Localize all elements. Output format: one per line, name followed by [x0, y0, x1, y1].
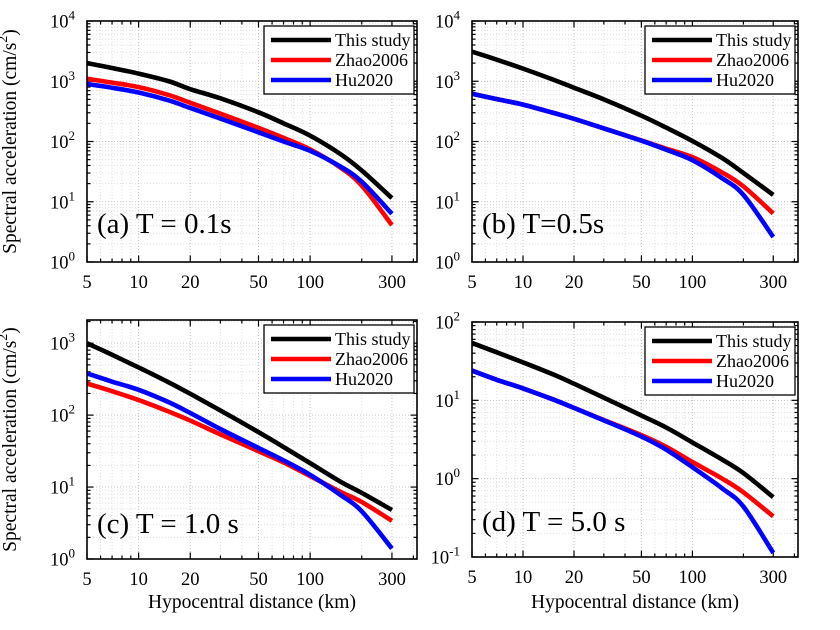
- panel-c: 5 10 20 50 100 300 103 102 101 100 (c) T = 1.0 s Hy…: [0, 319, 418, 613]
- y-tick-label: 103: [50, 330, 75, 355]
- curves-d: [471, 340, 776, 555]
- legend-label: This study: [716, 331, 792, 351]
- legend-label: Hu2020: [716, 371, 774, 391]
- legend-label: This study: [716, 30, 792, 50]
- y-tick-label: 102: [435, 128, 460, 153]
- x-tick-label: 300: [759, 273, 787, 293]
- y-tick-label: 104: [50, 8, 76, 33]
- panel-a: 5 10 20 50 100 300 104 103 102 101 100 (a) T = 0.1s…: [0, 8, 418, 293]
- y-tick-label: 101: [50, 474, 75, 499]
- x-axis-title: Hypocentral distance (km): [531, 592, 739, 613]
- y-tick-label: 100: [50, 249, 75, 274]
- x-tick-label: 100: [679, 568, 707, 588]
- series-line-zhao2006: [86, 381, 394, 523]
- curves-a: [86, 60, 394, 227]
- x-tick-label: 50: [249, 570, 268, 590]
- panel-label-b: (b) T=0.5s: [482, 208, 604, 240]
- x-tick-label: 5: [467, 568, 476, 588]
- x-tick-label: 10: [514, 273, 533, 293]
- y-tick-label: 102: [435, 309, 460, 334]
- plot-frame-b: [471, 20, 799, 263]
- x-tick-label: 5: [82, 570, 91, 590]
- x-tick-label: 20: [565, 568, 584, 588]
- y-tick-label: 103: [50, 68, 75, 93]
- x-tick-label: 300: [378, 570, 406, 590]
- panel-label-c: (c) T = 1.0 s: [97, 508, 239, 540]
- panel-label-a: (a) T = 0.1s: [97, 208, 232, 240]
- series-line-hu2020: [86, 371, 394, 550]
- legend-label: Zhao2006: [335, 349, 408, 369]
- x-tick-label: 5: [467, 273, 476, 293]
- x-tick-label: 50: [632, 568, 651, 588]
- x-tick-label: 10: [129, 570, 148, 590]
- x-tick-label: 10: [514, 568, 533, 588]
- x-tick-label: 50: [632, 273, 651, 293]
- panel-d: 5 10 20 50 100 300 102 101 100 10-1 (d) T = 5.0 s H…: [431, 309, 799, 613]
- series-line-hu2020: [471, 91, 776, 239]
- legend-label: Zhao2006: [716, 351, 789, 371]
- y-tick-label: 101: [435, 387, 460, 412]
- legend-label: Hu2020: [716, 70, 774, 90]
- y-tick-label: 101: [435, 188, 460, 213]
- plot-frame-c: [86, 319, 418, 560]
- series-line-zhao2006: [471, 91, 775, 216]
- series-line-this-study: [86, 60, 394, 200]
- x-tick-label: 100: [679, 273, 707, 293]
- panel-b: 5 10 20 50 100 300 104 103 102 101 100 (b) T=0.5s Th…: [435, 8, 799, 293]
- x-tick-label: 5: [82, 273, 91, 293]
- legend-label: This study: [335, 30, 411, 50]
- x-tick-label: 10: [129, 273, 148, 293]
- legend-label: Zhao2006: [716, 50, 789, 70]
- x-tick-label: 300: [759, 568, 787, 588]
- x-tick-label: 100: [296, 570, 324, 590]
- y-axis-title: Spectral acceleration (cm/s2): [0, 327, 21, 552]
- x-tick-label: 20: [181, 570, 200, 590]
- y-tick-label: 100: [435, 465, 460, 490]
- series-line-this-study: [471, 49, 775, 197]
- series-line-hu2020: [471, 368, 776, 555]
- y-tick-label: 103: [435, 68, 460, 93]
- x-tick-label: 20: [565, 273, 584, 293]
- legend-label: This study: [335, 329, 411, 349]
- y-tick-label: 102: [50, 402, 75, 427]
- y-axis-title: Spectral acceleration (cm/s2): [0, 29, 21, 254]
- y-tick-label: 102: [50, 128, 75, 153]
- y-tick-label: 101: [50, 188, 75, 213]
- y-tick-label: 104: [435, 8, 461, 33]
- plot-frame-a: [86, 20, 418, 263]
- curves-c: [86, 341, 394, 550]
- panel-label-d: (d) T = 5.0 s: [482, 506, 625, 538]
- y-tick-label: 100: [50, 546, 75, 571]
- curves-b: [471, 49, 776, 239]
- series-line-this-study: [471, 340, 775, 499]
- plot-frame-d: [471, 321, 799, 558]
- legend-label: Hu2020: [335, 70, 393, 90]
- x-tick-label: 100: [296, 273, 324, 293]
- legend-label: Hu2020: [335, 369, 393, 389]
- x-tick-label: 50: [249, 273, 268, 293]
- y-tick-label: 10-1: [431, 544, 460, 569]
- series-line-this-study: [86, 341, 394, 512]
- y-tick-label: 100: [435, 249, 460, 274]
- grid-d: [472, 322, 798, 557]
- x-axis-title: Hypocentral distance (km): [148, 592, 356, 613]
- x-tick-label: 20: [181, 273, 200, 293]
- legend-label: Zhao2006: [335, 50, 408, 70]
- series-line-zhao2006: [86, 76, 394, 227]
- series-line-hu2020: [86, 81, 394, 216]
- x-tick-label: 300: [378, 273, 406, 293]
